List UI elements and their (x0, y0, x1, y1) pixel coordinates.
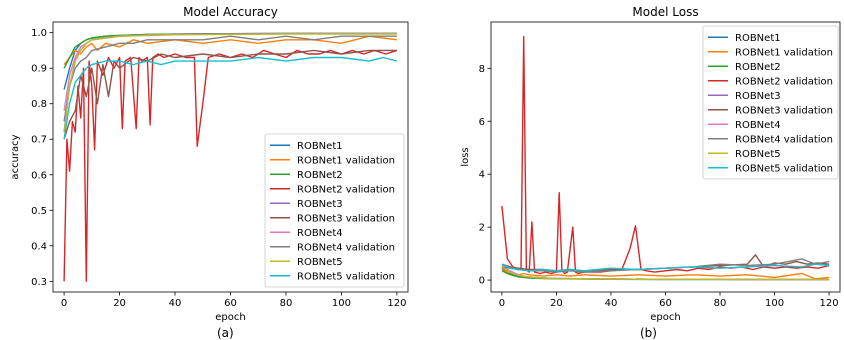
x-tick-label-5: 100 (332, 298, 351, 309)
y-tick-label-3: 6 (479, 117, 485, 128)
chart-title: Model Accuracy (183, 5, 278, 19)
series-group (63, 32, 398, 282)
legend-label-0: ROBNet1 (735, 33, 781, 44)
legend-label-7: ROBNet4 validation (735, 134, 833, 145)
series-line-9 (63, 56, 398, 140)
chart-panel-1: 0 20 40 60 80 100 120 0 2 4 6 8 Model Loss epoch loss R… (460, 5, 841, 323)
x-tick-label-2: 40 (169, 298, 182, 309)
legend: ROBNet1 ROBNet1 validation ROBNet2 ROBNet2 … (702, 25, 839, 180)
series-line-3 (501, 35, 830, 275)
legend-label-6: ROBNet4 (735, 120, 781, 131)
legend-label-0: ROBNet1 (297, 141, 343, 152)
subfigure-label-a: (a) (217, 326, 234, 340)
y-tick-label-0: 0.3 (31, 277, 47, 288)
legend-label-3: ROBNet2 validation (297, 184, 395, 195)
legend-label-8: ROBNet5 (735, 149, 781, 160)
x-axis-label: epoch (650, 312, 680, 323)
y-tick-label-2: 0.5 (31, 206, 47, 217)
x-tick-label-6: 120 (820, 298, 839, 309)
series-line-9 (501, 263, 830, 272)
series-group (501, 35, 830, 281)
legend-label-9: ROBNet5 validation (735, 163, 833, 174)
series-line-1 (63, 35, 397, 66)
legend-box (264, 133, 405, 288)
x-tick-label-3: 60 (224, 298, 237, 309)
y-tick-label-4: 8 (479, 64, 485, 75)
x-tick-label-1: 20 (550, 298, 563, 309)
y-axis-label: accuracy (10, 134, 21, 179)
y-tick-label-4: 0.7 (31, 135, 47, 146)
x-tick-label-4: 80 (714, 298, 727, 309)
x-tick-label-1: 20 (113, 298, 126, 309)
chart-title: Model Loss (632, 5, 698, 19)
legend-label-5: ROBNet3 validation (735, 105, 833, 116)
x-tick-label-0: 0 (499, 298, 505, 309)
series-line-5 (63, 49, 397, 140)
y-axis-label: loss (460, 147, 471, 166)
y-tick-label-1: 0.4 (31, 241, 47, 252)
x-tick-label-0: 0 (61, 298, 67, 309)
subfigure-label-b: (b) (640, 326, 657, 340)
legend-label-6: ROBNet4 (297, 228, 343, 239)
x-tick-label-2: 40 (605, 298, 618, 309)
series-line-8 (501, 266, 830, 281)
series-line-4 (63, 33, 397, 122)
x-tick-label-6: 120 (387, 298, 406, 309)
legend-label-2: ROBNet2 (297, 170, 343, 181)
legend-box (702, 25, 839, 180)
y-tick-label-7: 1.0 (31, 28, 47, 39)
y-tick-label-0: 0 (479, 276, 485, 287)
y-tick-label-6: 0.9 (31, 64, 47, 75)
x-axis-label: epoch (215, 312, 245, 323)
y-tick-label-2: 4 (479, 170, 485, 181)
legend-label-1: ROBNet1 validation (735, 47, 833, 58)
series-line-7 (63, 35, 397, 133)
series-line-8 (63, 33, 397, 133)
legend-label-3: ROBNet2 validation (735, 76, 833, 87)
y-tick-label-1: 2 (479, 223, 485, 234)
legend-label-7: ROBNet4 validation (297, 242, 395, 253)
legend-label-1: ROBNet1 validation (297, 155, 395, 166)
x-tick-label-4: 80 (280, 298, 293, 309)
x-tick-label-5: 100 (765, 298, 784, 309)
legend-label-8: ROBNet5 (297, 257, 343, 268)
legend-label-5: ROBNet3 validation (297, 213, 395, 224)
legend-label-2: ROBNet2 (735, 62, 781, 73)
legend-label-4: ROBNet3 (297, 199, 343, 210)
y-tick-label-3: 0.6 (31, 170, 47, 181)
legend-label-4: ROBNet3 (735, 91, 781, 102)
series-line-3 (63, 49, 398, 282)
chart-panel-0: 0 20 40 60 80 100 120 0.3 0.4 0.5 0.6 0.7 0.8 0.9 1.0 M… (10, 5, 409, 323)
legend: ROBNet1 ROBNet1 validation ROBNet2 ROBNet2 … (264, 133, 405, 288)
x-tick-label-3: 60 (659, 298, 672, 309)
y-tick-label-5: 0.8 (31, 99, 47, 110)
legend-label-9: ROBNet5 validation (297, 271, 395, 282)
